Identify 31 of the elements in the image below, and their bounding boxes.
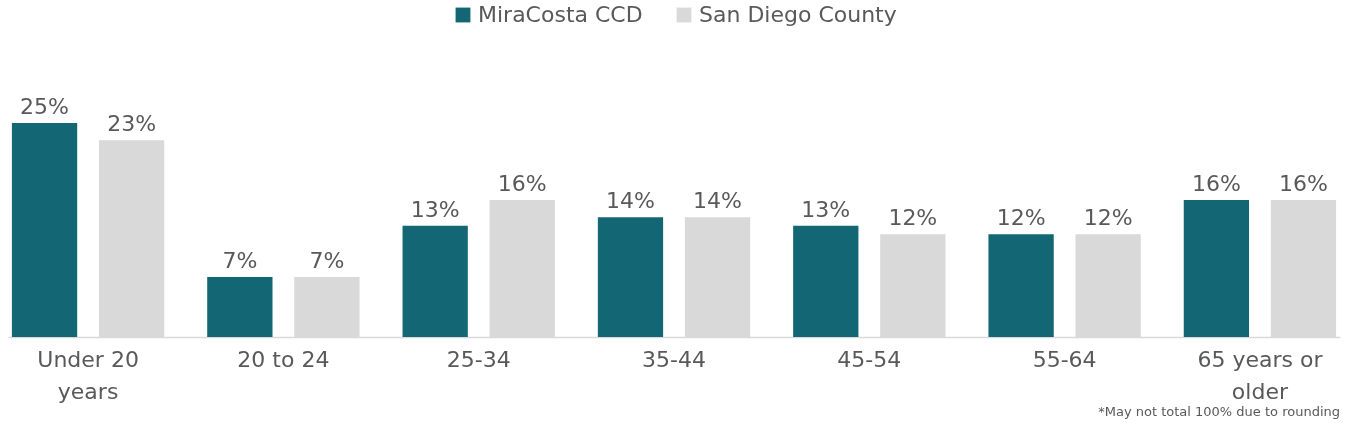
bar: [11, 123, 78, 337]
data-label: 13%: [410, 196, 460, 222]
bar: [1183, 200, 1250, 337]
legend-label: San Diego County: [699, 2, 897, 27]
bar: [402, 225, 468, 337]
x-tick-label: 65 years or older: [1197, 346, 1324, 404]
data-label: 14%: [693, 188, 742, 214]
x-tick-label: 45-54: [837, 346, 902, 372]
data-label: 25%: [20, 94, 69, 120]
data-label: 7%: [309, 248, 345, 274]
x-tick-label: Under 20 years: [37, 346, 139, 404]
data-label: 12%: [1083, 205, 1133, 231]
data-label: 16%: [1279, 171, 1328, 197]
data-label: 12%: [888, 205, 938, 231]
x-tick-label: 35-44: [642, 346, 706, 372]
text: *May not total 100% due to rounding: [1098, 404, 1340, 419]
bar: [207, 277, 273, 337]
x-tick-label: 20 to 24: [237, 346, 330, 372]
data-label: 12%: [996, 205, 1046, 231]
data-label: 13%: [801, 196, 851, 222]
data-label: 16%: [497, 171, 547, 197]
data-label: 16%: [1191, 171, 1241, 197]
bar: [988, 234, 1054, 337]
legend-label: MiraCosta CCD: [478, 2, 643, 27]
bar: [793, 225, 859, 337]
data-label: 14%: [606, 188, 655, 214]
x-tick-label: 55-64: [1032, 346, 1097, 372]
bar: [597, 217, 664, 337]
data-label: 23%: [107, 111, 157, 137]
data-label: 7%: [222, 248, 258, 274]
x-tick-label: 25-34: [446, 346, 511, 372]
